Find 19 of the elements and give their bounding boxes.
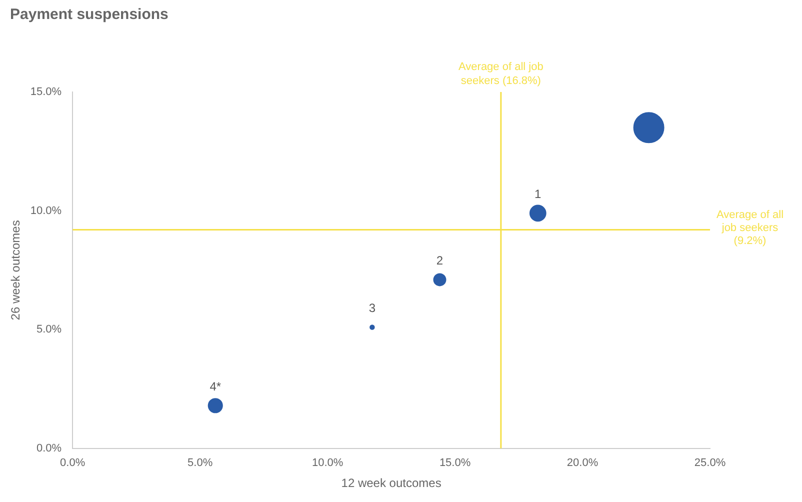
y-tick-label: 15.0% — [30, 86, 62, 98]
x-tick-label: 20.0% — [566, 457, 598, 470]
x-axis-title: 12 week outcomes — [341, 476, 442, 490]
x-tick-label: 10.0% — [312, 457, 344, 470]
y-tick-label: 0.0% — [36, 442, 62, 454]
x-tick-label: 0.0% — [60, 457, 86, 470]
annotation: 3 — [368, 301, 376, 316]
y-tick-label: 5.0% — [36, 324, 62, 336]
y-axis-title: 26 week outcomes — [8, 220, 23, 320]
ref-line-label: Average of all job seekers (9.2%) — [716, 208, 784, 247]
annotation: 4* — [210, 380, 222, 394]
x-tick-label: 15.0% — [439, 457, 471, 470]
ref-line-label: Average of all job seekers (16.8%) — [458, 61, 544, 87]
annotation: 1 — [534, 187, 542, 202]
x-tick-label: 25.0% — [694, 457, 726, 470]
annotation: 2 — [436, 254, 444, 268]
y-tick-label: 10.0% — [30, 204, 62, 217]
chart-title: Payment suspensions — [10, 6, 168, 23]
x-tick-label: 5.0% — [188, 457, 213, 470]
